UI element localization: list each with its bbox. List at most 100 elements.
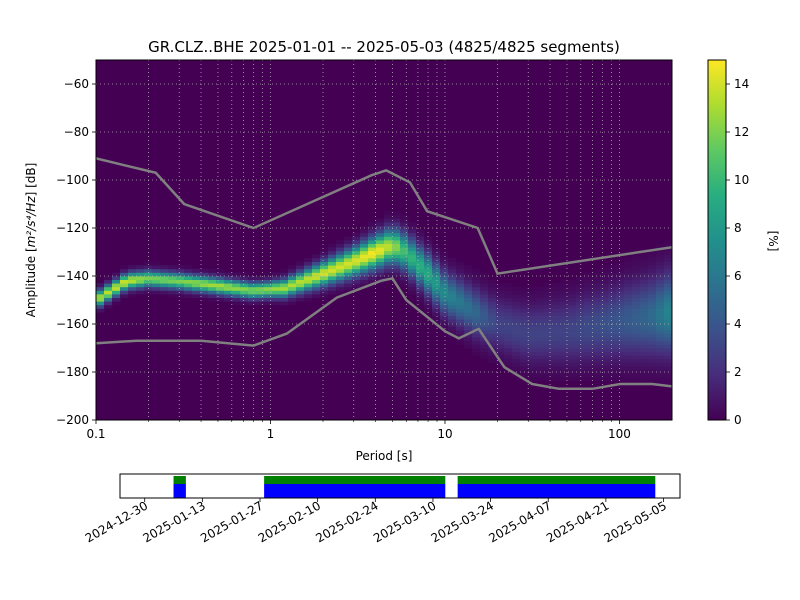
heatmap-cell bbox=[528, 315, 537, 320]
heatmap-cell bbox=[560, 337, 569, 342]
heatmap-cell bbox=[312, 286, 321, 291]
heatmap-cell bbox=[448, 301, 457, 306]
heatmap-cell bbox=[160, 283, 169, 288]
heatmap-cell bbox=[640, 283, 649, 288]
heatmap-cell bbox=[616, 297, 625, 302]
heatmap-cell bbox=[432, 268, 441, 273]
heatmap-cell bbox=[168, 279, 177, 284]
heatmap-cell bbox=[360, 236, 369, 241]
heatmap-cell bbox=[168, 283, 177, 288]
heatmap-cell bbox=[632, 283, 641, 288]
heatmap-cell bbox=[112, 283, 121, 288]
heatmap-cell bbox=[496, 297, 505, 302]
timeline-tick-label: 2025-03-24 bbox=[429, 498, 496, 545]
heatmap-cell bbox=[312, 268, 321, 273]
heatmap-cell bbox=[624, 304, 633, 309]
heatmap-cell bbox=[240, 297, 249, 302]
heatmap-cell bbox=[352, 268, 361, 273]
heatmap-cell bbox=[376, 240, 385, 244]
heatmap-cell bbox=[584, 312, 593, 316]
heatmap-cell bbox=[352, 286, 361, 291]
heatmap-cell bbox=[120, 279, 129, 284]
heatmap-cell bbox=[440, 283, 449, 288]
timeline-frame bbox=[119, 473, 681, 499]
heatmap-cell bbox=[568, 351, 577, 356]
heatmap-cell bbox=[600, 294, 609, 298]
heatmap-cell bbox=[544, 351, 553, 356]
heatmap-cell bbox=[496, 322, 505, 327]
heatmap-cell bbox=[656, 294, 665, 298]
heatmap-cell bbox=[416, 247, 425, 252]
heatmap-cell bbox=[304, 294, 313, 298]
heatmap-cell bbox=[648, 286, 657, 291]
heatmap-cell bbox=[368, 272, 377, 277]
heatmap-cell bbox=[384, 276, 393, 280]
heatmap-cell bbox=[392, 261, 401, 266]
heatmap-cell bbox=[456, 261, 465, 266]
heatmap-cell bbox=[568, 333, 577, 338]
heatmap-cell bbox=[168, 272, 177, 277]
heatmap-cell bbox=[328, 247, 337, 252]
heatmap-cell bbox=[256, 283, 265, 288]
heatmap-cell bbox=[608, 283, 617, 288]
heatmap-cell bbox=[216, 268, 225, 273]
heatmap-cell bbox=[264, 276, 273, 280]
heatmap-cell bbox=[584, 333, 593, 338]
heatmap-cell bbox=[496, 355, 505, 360]
heatmap-cell bbox=[472, 326, 481, 331]
heatmap-cell bbox=[496, 319, 505, 324]
heatmap-cell bbox=[568, 322, 577, 327]
heatmap-cell bbox=[616, 333, 625, 338]
heatmap-cell bbox=[496, 348, 505, 352]
heatmap-cell bbox=[456, 283, 465, 288]
heatmap-cell bbox=[488, 358, 497, 363]
heatmap-cell bbox=[496, 308, 505, 313]
heatmap-cell bbox=[544, 337, 553, 342]
heatmap-cell bbox=[608, 294, 617, 298]
heatmap-cell bbox=[520, 362, 529, 367]
heatmap-cell bbox=[432, 290, 441, 295]
heatmap-cell bbox=[528, 286, 537, 291]
heatmap-cell bbox=[264, 272, 273, 277]
heatmap-cell bbox=[376, 258, 385, 262]
heatmap-cell bbox=[320, 290, 329, 295]
heatmap-cell bbox=[344, 254, 353, 259]
heatmap-cell bbox=[512, 301, 521, 306]
heatmap-cell bbox=[624, 344, 633, 349]
heatmap-cell bbox=[96, 283, 105, 288]
heatmap-cell bbox=[656, 376, 665, 381]
heatmap-cell bbox=[664, 268, 672, 273]
heatmap-cell bbox=[504, 290, 513, 295]
heatmap-cell bbox=[584, 348, 593, 352]
heatmap-cell bbox=[648, 362, 657, 367]
heatmap-cell bbox=[576, 312, 585, 316]
heatmap-cell bbox=[104, 283, 113, 288]
heatmap-cell bbox=[544, 355, 553, 360]
heatmap-cell bbox=[312, 265, 321, 270]
heatmap-cell bbox=[344, 286, 353, 291]
heatmap-cell bbox=[624, 380, 633, 385]
heatmap-cell bbox=[336, 290, 345, 295]
heatmap-cell bbox=[640, 376, 649, 381]
heatmap-cell bbox=[512, 344, 521, 349]
heatmap-cell bbox=[376, 243, 385, 248]
heatmap-cell bbox=[464, 286, 473, 291]
heatmap-cell bbox=[512, 297, 521, 302]
heatmap-cell bbox=[608, 366, 617, 370]
heatmap-cell bbox=[640, 358, 649, 363]
heatmap-cell bbox=[624, 297, 633, 302]
heatmap-cell bbox=[664, 376, 672, 381]
heatmap-cell bbox=[552, 344, 561, 349]
heatmap-cell bbox=[392, 279, 401, 284]
heatmap-cell bbox=[640, 330, 649, 334]
heatmap-cell bbox=[504, 330, 513, 334]
heatmap-cell bbox=[376, 254, 385, 259]
heatmap-cell bbox=[640, 380, 649, 385]
heatmap-cell bbox=[416, 301, 425, 306]
heatmap-cell bbox=[648, 322, 657, 327]
heatmap-cell bbox=[480, 290, 489, 295]
heatmap-cell bbox=[400, 218, 409, 223]
heatmap-cell bbox=[232, 301, 241, 306]
heatmap-cell bbox=[632, 319, 641, 324]
heatmap-cell bbox=[640, 301, 649, 306]
